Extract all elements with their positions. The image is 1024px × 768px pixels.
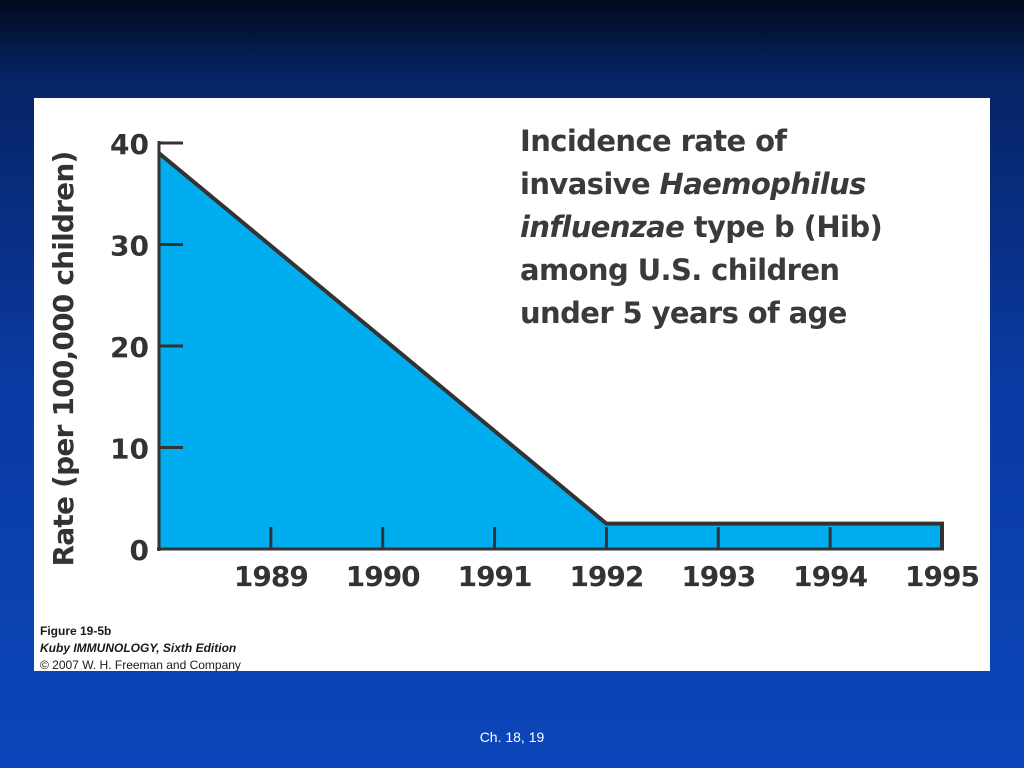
x-tick-label-1989: 1989	[234, 560, 308, 593]
x-tick-label-1993: 1993	[681, 560, 755, 593]
figure-caption: Figure 19-5b Kuby IMMUNOLOGY, Sixth Edit…	[40, 623, 241, 674]
y-tick-label-0: 0	[130, 534, 149, 567]
caption-figure-number: Figure 19-5b	[40, 624, 112, 638]
x-tick-label-1990: 1990	[346, 560, 420, 593]
area-fill	[159, 153, 942, 549]
title-line-2a: invasive	[520, 167, 660, 201]
y-tick-label-40: 40	[110, 128, 149, 161]
title-line-1: Incidence rate of	[520, 124, 787, 158]
title-line-5: under 5 years of age	[520, 296, 847, 330]
x-tick-label-1995: 1995	[905, 560, 979, 593]
slide-footer: Ch. 18, 19	[479, 729, 545, 745]
y-tick-label-10: 10	[110, 433, 149, 466]
chart-title: Incidence rate of invasive Haemophilus i…	[520, 120, 960, 335]
y-tick-label-30: 30	[110, 230, 149, 263]
title-line-2b: Haemophilus	[659, 167, 867, 201]
caption-edition: Kuby IMMUNOLOGY, Sixth Edition	[40, 641, 237, 655]
y-axis-label: Rate (per 100,000 children)	[47, 152, 80, 567]
title-line-3a: influenzae	[520, 210, 685, 244]
x-tick-label-1991: 1991	[458, 560, 532, 593]
title-line-3b: type b (Hib)	[684, 210, 883, 244]
area-chart: 0 10 20 30 40 1989 1990 1991 1992 1993 1994 1995 Rat…	[47, 128, 980, 593]
caption-copyright: © 2007 W. H. Freeman and Company	[40, 658, 241, 672]
x-tick-label-1992: 1992	[569, 560, 643, 593]
x-tick-label-1994: 1994	[793, 560, 867, 593]
figure-panel: 0 10 20 30 40 1989 1990 1991 1992 1993 1994 1995 Rat…	[34, 98, 990, 674]
title-line-4: among U.S. children	[520, 253, 840, 287]
y-tick-label-20: 20	[110, 331, 149, 364]
title-line-3: influenzae type b (Hib)	[520, 206, 960, 249]
title-line-2: invasive Haemophilus	[520, 163, 960, 206]
